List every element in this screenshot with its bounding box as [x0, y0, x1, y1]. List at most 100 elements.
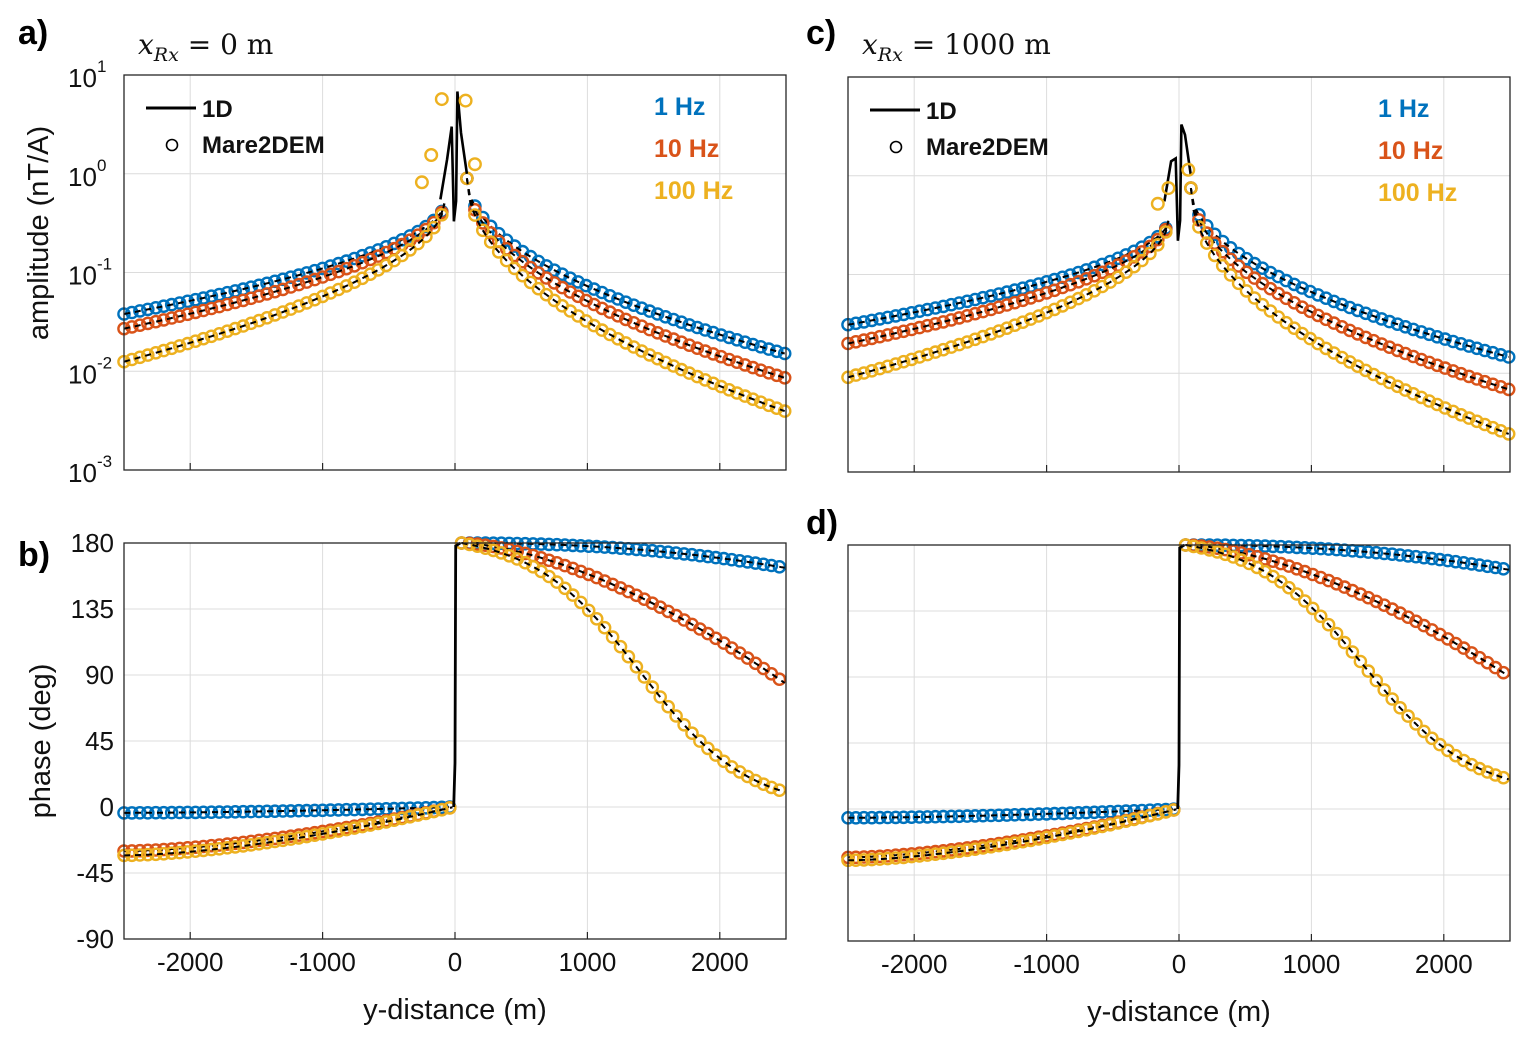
- marker-100hz-1-16: [1305, 601, 1320, 616]
- marker-1hz-0-34: [387, 236, 401, 251]
- marker-100hz-0-13: [944, 845, 959, 860]
- marker-100hz-1-6: [507, 261, 522, 276]
- marker-1hz-1-10: [1258, 539, 1272, 553]
- marker-100hz-1-35: [1462, 411, 1476, 425]
- marker-10hz-1-12: [550, 556, 564, 570]
- marker-100hz-1-29: [1414, 390, 1429, 405]
- marker-100hz-1-28: [677, 718, 691, 732]
- marker-10hz-0-30: [355, 255, 370, 270]
- marker-1hz-1-36: [1464, 557, 1479, 571]
- marker-100hz-1-28: [1406, 386, 1421, 401]
- marker-10hz-1-10: [1258, 552, 1272, 566]
- marker-10hz-0-25: [1039, 286, 1054, 300]
- marker-10hz-0-27: [1055, 280, 1070, 295]
- marker-10hz-0-2: [857, 333, 871, 347]
- marker-1hz-1-23: [1366, 309, 1381, 323]
- marker-100hz-0-18: [260, 310, 274, 325]
- marker-100hz-1-22: [629, 660, 644, 674]
- marker-10hz-0-11: [928, 316, 943, 331]
- marker-1hz-0-11: [928, 301, 943, 315]
- marker-100hz-0-41: [442, 801, 457, 815]
- marker-100hz-1-4: [1215, 258, 1230, 273]
- marker-100hz-1-21: [621, 649, 636, 664]
- marker-10hz-1-20: [1343, 323, 1357, 338]
- marker-1hz-1-14: [1290, 540, 1304, 555]
- marker-100hz-1-38: [1486, 420, 1500, 435]
- 1d-line-1hz-1: [461, 542, 785, 569]
- marker-100hz-1-28: [1401, 709, 1415, 723]
- legend: 1D Mare2DEM: [870, 98, 1049, 161]
- marker-100hz-1-5: [1218, 547, 1233, 562]
- marker-1hz-1-24: [1369, 545, 1384, 560]
- marker-10hz-1-5: [1223, 252, 1238, 267]
- panel-d-letter: d): [806, 504, 838, 542]
- marker-1hz-1-40: [777, 346, 792, 361]
- marker-1hz-1-13: [1287, 277, 1301, 292]
- marker-1hz-0-8: [904, 305, 919, 320]
- marker-10hz-0-5: [880, 328, 895, 342]
- frequency-legend: 1 Hz 10 Hz 100 Hz: [1378, 95, 1457, 207]
- marker-100hz-0-25: [315, 289, 330, 304]
- marker-1hz-0-4: [148, 300, 163, 315]
- marker-10hz-0-14: [228, 295, 242, 310]
- legend-marker-swatch: [165, 138, 179, 152]
- 1d-line-100hz-0: [848, 808, 1177, 862]
- frequency-label-1hz: 1 Hz: [654, 93, 705, 121]
- marker-10hz-1-30: [1422, 355, 1436, 370]
- y-tick-exp-0: 1: [97, 57, 106, 76]
- marker-10hz-1-26: [666, 332, 681, 346]
- marker-1hz-1-29: [1414, 325, 1429, 339]
- 1d-line-1hz-1: [1185, 544, 1509, 571]
- marker-1hz-1-37: [1478, 343, 1492, 358]
- marker-1hz-0-32: [1095, 805, 1109, 819]
- x-tick-label-4: 2000: [1415, 949, 1473, 979]
- marker-100hz-1-36: [1470, 414, 1484, 429]
- 1d-line-10hz-0: [123, 203, 446, 330]
- 1d-line-1hz-1: [465, 178, 785, 355]
- marker-10hz-0-12: [212, 299, 227, 314]
- marker-100hz-1-15: [574, 595, 588, 610]
- marker-100hz-0-22: [291, 299, 306, 313]
- marker-100hz-0-39: [426, 220, 441, 235]
- marker-10hz-0-21: [1008, 295, 1022, 310]
- marker-100hz-0-19: [992, 324, 1006, 338]
- marker-1hz-1-35: [1462, 339, 1476, 353]
- marker-100hz-1-2: [1200, 236, 1214, 250]
- marker-10hz-0-21: [283, 280, 298, 294]
- marker-100hz-0-2: [857, 853, 871, 867]
- marker-100hz-0-29: [1071, 824, 1086, 839]
- marker-100hz-0-23: [299, 296, 314, 310]
- marker-10hz-1-10: [534, 551, 548, 565]
- marker-1hz-0-10: [196, 805, 211, 820]
- marker-10hz-1-32: [714, 349, 728, 364]
- marker-10hz-1-28: [682, 338, 697, 353]
- marker-100hz-1-26: [666, 359, 681, 373]
- marker-10hz-0-9: [912, 320, 927, 335]
- marker-10hz-0-32: [371, 249, 386, 263]
- marker-100hz-0-10: [196, 331, 211, 346]
- marker-100hz-0-8: [904, 352, 919, 367]
- marker-1hz-0-18: [984, 289, 998, 303]
- marker-100hz-1-6: [1226, 550, 1241, 564]
- marker-1hz-0-20: [1000, 285, 1014, 299]
- 1d-line-100hz-1: [461, 542, 785, 793]
- marker-1hz-1-32: [714, 328, 728, 342]
- marker-10hz-0-14: [952, 311, 967, 325]
- marker-1hz-0-9: [912, 304, 927, 319]
- marker-1hz-1-22: [1358, 306, 1373, 321]
- x-tick-label-2: 0: [1172, 949, 1186, 979]
- marker-1hz-0-6: [888, 309, 903, 323]
- marker-100hz-1-7: [1239, 284, 1254, 298]
- marker-10hz-0-6: [164, 311, 179, 325]
- y-tick-label-5: -45: [76, 858, 114, 888]
- marker-10hz-0-39: [426, 215, 441, 230]
- marker-1hz-0-6: [164, 805, 179, 820]
- marker-1hz-0-6: [888, 810, 903, 825]
- x-axis-label-b: y-distance (m): [363, 994, 547, 1026]
- marker-100hz-1-25: [653, 690, 668, 704]
- marker-1hz-0-28: [339, 802, 354, 817]
- marker-1hz-1-31: [1430, 329, 1444, 344]
- marker-1hz-0-7: [172, 805, 187, 820]
